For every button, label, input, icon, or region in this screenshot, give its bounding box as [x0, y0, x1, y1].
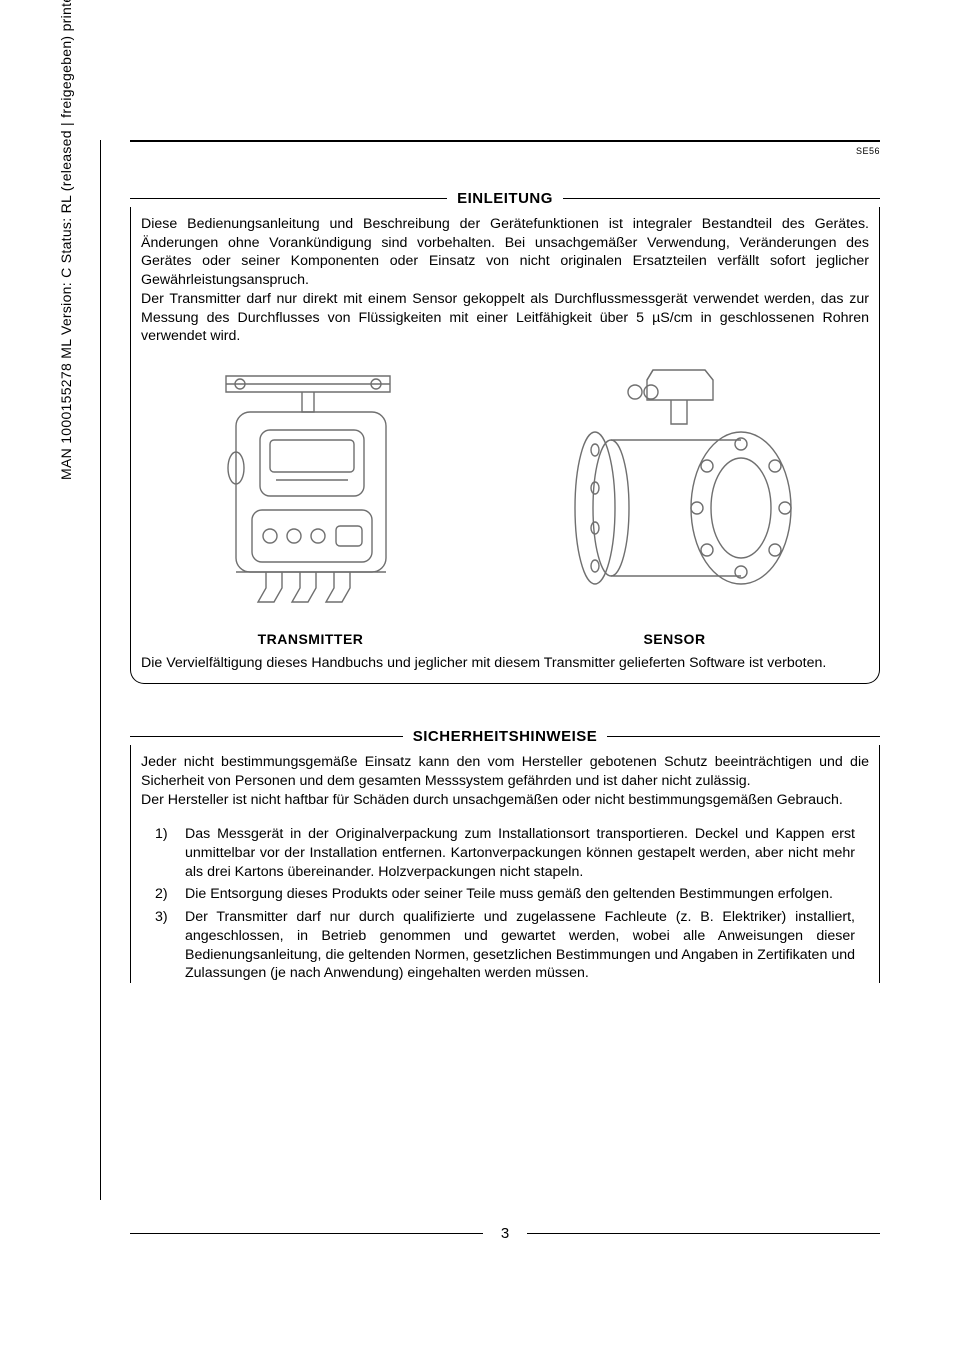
caption-transmitter: TRANSMITTER	[196, 630, 426, 648]
safety-item: 2)Die Entsorgung dieses Produkts oder se…	[185, 885, 855, 904]
transmitter-illustration	[196, 358, 426, 618]
section-title-safety: SICHERHEITSHINWEISE	[409, 728, 602, 745]
figures-row: TRANSMITTER	[141, 358, 869, 648]
document-meta-sidebar: MAN 1000155278 ML Version: C Status: RL …	[58, 0, 74, 480]
top-rule	[130, 140, 880, 142]
list-number: 2)	[155, 885, 168, 904]
safety-box: Jeder nicht bestimmungsgemäße Einsatz ka…	[130, 745, 880, 983]
rule	[563, 198, 880, 199]
safety-item-text: Das Messgerät in der Originalverpackung …	[185, 826, 855, 879]
figure-transmitter: TRANSMITTER	[196, 358, 426, 648]
model-label: SE56	[130, 146, 880, 156]
safety-paragraph-2: Der Hersteller ist nicht haftbar für Sch…	[141, 791, 869, 810]
section-header-safety: SICHERHEITSHINWEISE	[130, 728, 880, 745]
section-header-intro: EINLEITUNG	[130, 190, 880, 207]
intro-paragraph-2: Der Transmitter darf nur direkt mit eine…	[141, 290, 869, 346]
list-number: 1)	[155, 825, 168, 844]
page-content: SE56 EINLEITUNG Diese Bedienungsanleitun…	[130, 140, 880, 987]
rule	[130, 736, 403, 737]
list-number: 3)	[155, 908, 168, 927]
safety-item: 1)Das Messgerät in der Originalverpackun…	[185, 825, 855, 881]
rule	[130, 198, 447, 199]
page-number: 3	[483, 1225, 527, 1242]
intro-box: Diese Bedienungsanleitung und Beschreibu…	[130, 207, 880, 684]
safety-list: 1) Das Messgerät in der Originalverpackun…	[141, 825, 869, 983]
safety-item-text: Die Entsorgung dieses Produkts oder sein…	[185, 886, 833, 902]
side-rule	[100, 140, 101, 1200]
caption-sensor: SENSOR	[535, 630, 815, 648]
figure-sensor: SENSOR	[535, 358, 815, 648]
copy-note: Die Vervielfältigung dieses Handbuchs un…	[141, 654, 869, 673]
footer-rule	[130, 1233, 483, 1234]
safety-paragraph-1: Jeder nicht bestimmungsgemäße Einsatz ka…	[141, 753, 869, 790]
safety-item: 3)Der Transmitter darf nur durch qualifi…	[185, 908, 855, 983]
safety-item-text: Der Transmitter darf nur durch qualifizi…	[185, 909, 855, 981]
page-footer: 3	[130, 1225, 880, 1242]
sensor-illustration	[535, 358, 815, 618]
rule	[607, 736, 880, 737]
section-title-intro: EINLEITUNG	[453, 190, 557, 207]
footer-rule	[527, 1233, 880, 1234]
intro-paragraph-1: Diese Bedienungsanleitung und Beschreibu…	[141, 215, 869, 290]
